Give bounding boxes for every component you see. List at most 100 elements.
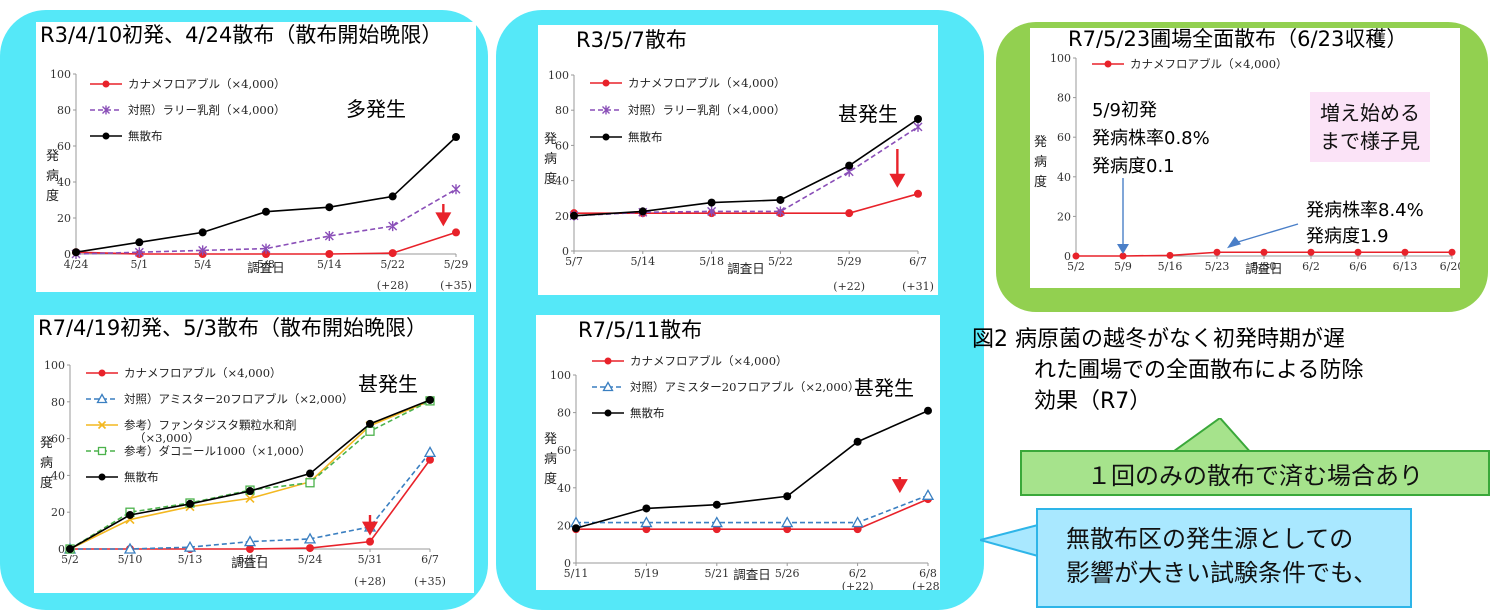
data-point — [366, 419, 374, 428]
legend-label: 参考）ダコニール1000（×1,000） — [124, 444, 311, 458]
series-line — [576, 498, 929, 530]
x-tick-label: 6/8 — [919, 567, 937, 580]
x-tick-label: 6/20 — [1440, 260, 1460, 273]
data-point — [134, 247, 144, 258]
data-point — [183, 540, 197, 552]
data-point — [604, 357, 612, 365]
wait-note-box: 増え始める まで様子見 — [1310, 92, 1430, 162]
chart-title: R7/5/11散布 — [578, 318, 703, 342]
caption-line: れた圃場での全面散布による防除 — [1034, 358, 1364, 383]
data-point — [426, 455, 434, 464]
data-point — [602, 105, 610, 115]
x-tick-label: 5/8 — [257, 258, 275, 271]
x-tick-label: 6/7 — [909, 255, 927, 268]
x-tick-label: 5/23 — [1205, 260, 1230, 273]
spray-arrow-head — [435, 212, 452, 227]
first-occurrence-note: 発病株率0.8% — [1092, 128, 1210, 149]
x-tick-label: 5/18 — [699, 255, 724, 268]
data-point — [262, 207, 270, 216]
y-tick-label: 40 — [51, 469, 65, 482]
spray-arrow-head — [362, 521, 378, 536]
data-point — [97, 420, 107, 430]
figure-caption: 図2 病原菌の越冬がなく初発時期が遅 れた圃場での全面散布による防除 効果（R7… — [972, 324, 1492, 417]
data-point — [921, 488, 935, 500]
y-tick-label: 0 — [64, 248, 71, 261]
series-line — [575, 409, 929, 529]
y-tick-label: 60 — [555, 139, 569, 152]
data-point — [781, 516, 794, 528]
data-point — [1166, 251, 1174, 259]
x-tick-label: 5/13 — [178, 553, 203, 566]
data-point — [1307, 248, 1315, 256]
data-point — [642, 504, 651, 513]
chart-title: R7/4/19初発、5/3散布（散布開始晩限） — [38, 316, 427, 340]
y-tick-label: 40 — [555, 175, 569, 188]
data-point — [98, 369, 106, 377]
series-line — [574, 193, 919, 214]
x-sublabel: (+35) — [414, 575, 446, 588]
data-point — [388, 221, 398, 232]
chart-title: R3/4/10初発、4/24散布（散布開始晩限） — [40, 23, 443, 47]
x-sublabel: (+35) — [440, 279, 472, 292]
data-point — [102, 132, 110, 140]
y-axis-label: 発病度 — [40, 436, 53, 491]
wait-note-line: 増え始める — [1320, 101, 1420, 125]
legend-label: カナメフロアブル（×4,000） — [128, 77, 286, 91]
data-point — [1119, 252, 1127, 260]
y-tick-label: 0 — [562, 245, 569, 258]
x-sublabel: (+28) — [354, 575, 386, 588]
data-point — [638, 207, 647, 216]
y-tick-label: 20 — [51, 506, 65, 519]
x-tick-label: 6/2 — [1302, 260, 1320, 273]
y-tick-label: 0 — [58, 543, 65, 556]
x-sublabel: (+31) — [902, 280, 934, 293]
legend-label: カナメフロアブル（×4,000） — [1130, 57, 1288, 71]
chart-svg: 0 20 40 60 80 100 5/2 5/9 5/16 5/23 5/30 6/2 6/6 6/13… — [1034, 52, 1460, 276]
data-point — [604, 409, 612, 417]
severity-label: 甚発生 — [358, 372, 418, 396]
data-point — [102, 80, 110, 88]
legend-label: 対照）アミスター20フロアブル（×2,000） — [124, 392, 353, 406]
y-tick-label: 0 — [1064, 250, 1071, 263]
x-tick-label: 5/22 — [380, 258, 405, 271]
data-point — [914, 115, 922, 123]
y-tick-label: 20 — [1057, 210, 1071, 223]
data-point — [325, 203, 334, 212]
legend-label: カナメフロアブル（×4,000） — [628, 76, 786, 90]
x-axis-label: 調査日 — [733, 567, 771, 582]
data-point — [388, 192, 397, 201]
data-point — [246, 487, 254, 496]
data-point — [640, 516, 653, 528]
data-point — [198, 228, 207, 237]
data-point — [707, 206, 717, 217]
data-point — [126, 510, 134, 519]
chart-card-r7-late: R7/5/11散布 0 20 40 60 80 100 5/11 5/19 5/21 5/26 6/… — [536, 315, 940, 590]
y-tick-label: 40 — [57, 176, 71, 189]
series-line — [573, 126, 919, 217]
data-point — [306, 469, 314, 478]
spray-arrow-head — [889, 173, 906, 188]
legend-label: カナメフロアブル（×4,000） — [630, 354, 788, 368]
data-point — [914, 189, 922, 198]
x-tick-label: 5/2 — [61, 553, 79, 566]
data-point — [853, 437, 862, 446]
data-point — [570, 211, 578, 220]
data-point — [775, 206, 785, 217]
legend-label: カナメフロアブル（×4,000） — [124, 366, 282, 380]
callout-line: 無散布区の発生源としての — [1066, 525, 1354, 553]
data-point — [261, 243, 271, 254]
first-occurrence-note: 発病度0.1 — [1092, 156, 1175, 177]
data-point — [102, 105, 110, 115]
data-point — [306, 544, 314, 553]
x-tick-label: 5/29 — [837, 255, 862, 268]
y-tick-label: 40 — [557, 482, 571, 495]
chart-svg: 0 20 40 60 80 100 4/24 5/1 5/4 5/8 5/14 5/22 5/29 (+2… — [46, 68, 472, 292]
data-point — [365, 426, 375, 436]
x-tick-label: 5/30 — [1252, 260, 1277, 273]
x-tick-label: 5/19 — [634, 567, 659, 580]
x-tick-label: 5/9 — [1114, 260, 1132, 273]
legend-label: 無散布 — [628, 130, 663, 144]
data-point — [303, 532, 317, 544]
y-tick-label: 80 — [1057, 92, 1071, 105]
y-tick-label: 20 — [557, 519, 571, 532]
